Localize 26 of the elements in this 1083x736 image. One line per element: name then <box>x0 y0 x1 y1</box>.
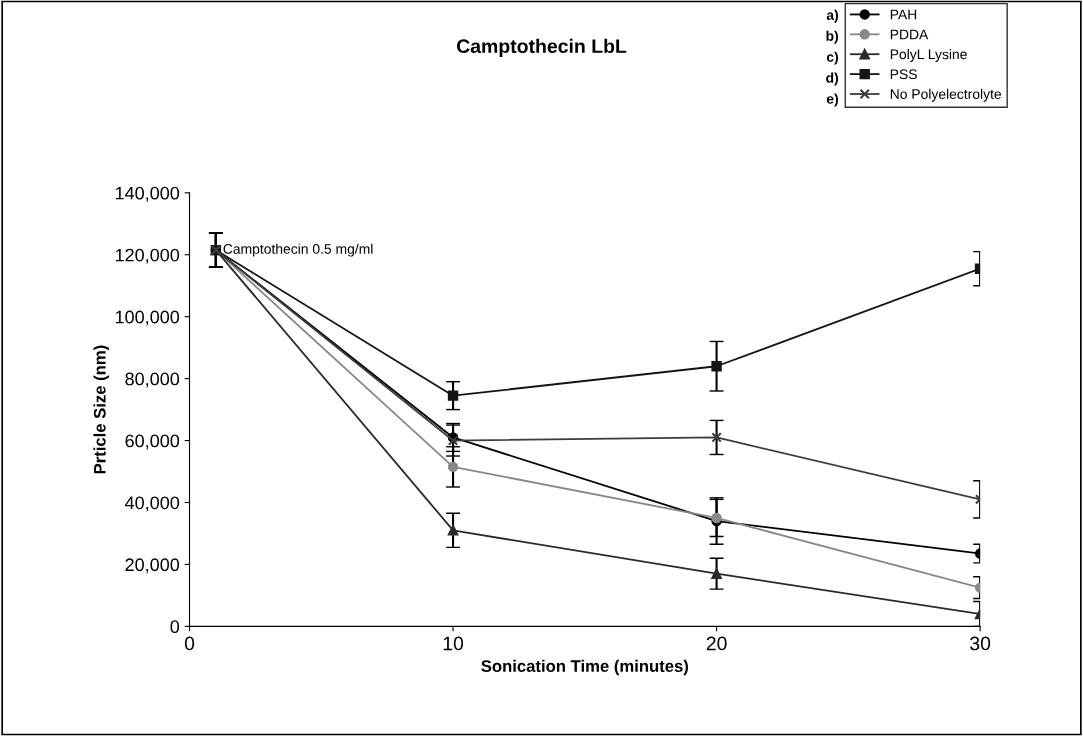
x-tick-label: 10 <box>443 636 464 651</box>
annotation: Camptothecin 0.5 mg/ml <box>223 243 373 257</box>
text: a) <box>826 9 838 23</box>
y-axis-title: Prticle Size (nm) <box>93 345 109 474</box>
y-tick-label: 120,000 <box>115 248 180 264</box>
y-tick-label: 20,000 <box>125 558 180 574</box>
legend-label: No Polyelectrolyte <box>890 88 1002 102</box>
x-tick-label: 30 <box>970 636 991 651</box>
text: d) <box>826 72 838 86</box>
x-tick-label: 20 <box>706 636 727 651</box>
chart-title: Camptothecin LbL <box>456 38 627 57</box>
legend-label: PDDA <box>890 29 929 40</box>
text: e) <box>826 93 838 107</box>
legend-label: PolyL Lysine <box>890 49 967 62</box>
x-axis-title: Sonication Time (minutes) <box>481 659 689 676</box>
legend-label: PAH <box>890 9 917 20</box>
y-tick-label: 40,000 <box>125 496 180 512</box>
y-tick-label: 60,000 <box>125 434 180 450</box>
x-tick-label: 0 <box>184 636 195 651</box>
y-tick-label: 80,000 <box>125 372 180 388</box>
y-tick-label: 100,000 <box>115 310 180 326</box>
legend-label: PSS <box>890 69 917 80</box>
y-tick-label: 0 <box>170 620 180 634</box>
text: b) <box>826 30 838 44</box>
y-tick-label: 140,000 <box>115 186 180 202</box>
text: c) <box>826 51 838 65</box>
